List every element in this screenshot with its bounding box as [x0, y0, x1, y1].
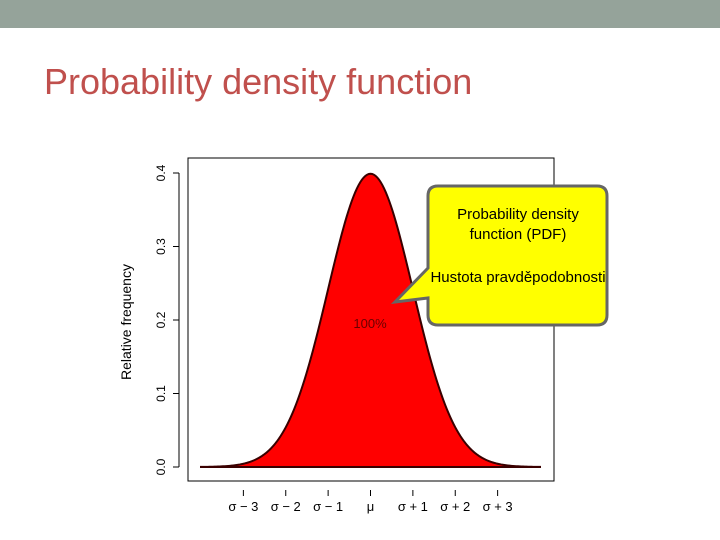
x-tick-label: σ − 2	[271, 499, 301, 514]
area-annotation: 100%	[353, 316, 387, 331]
callout-box	[390, 184, 609, 327]
y-tick-label: 0.1	[154, 385, 168, 402]
x-tick-label: μ	[367, 499, 375, 514]
y-tick-label: 0.3	[154, 238, 168, 255]
x-tick-label: σ − 1	[313, 499, 343, 514]
y-axis: 0.0 0.1 0.2 0.3 0.4	[154, 164, 180, 475]
y-tick-label: 0.0	[154, 458, 168, 475]
y-axis-label: Relative frequency	[118, 264, 134, 380]
top-bar	[0, 0, 720, 28]
callout-text-pdf: Probability density function (PDF)	[457, 206, 579, 243]
x-tick-label: σ + 2	[440, 499, 470, 514]
x-tick-label: σ − 3	[228, 499, 258, 514]
slide-title: Probability density function	[44, 61, 473, 102]
y-tick-label: 0.4	[154, 164, 168, 181]
density-curve	[200, 172, 541, 468]
x-tick-label: σ + 1	[398, 499, 428, 514]
x-axis: σ − 3 σ − 2 σ − 1 μ σ + 1 σ + 2 σ + 3	[228, 490, 513, 514]
callout-text-hustota: Hustota pravděpodobnosti	[430, 269, 606, 286]
y-tick-label: 0.2	[154, 311, 168, 328]
x-tick-label: σ + 3	[483, 499, 513, 514]
